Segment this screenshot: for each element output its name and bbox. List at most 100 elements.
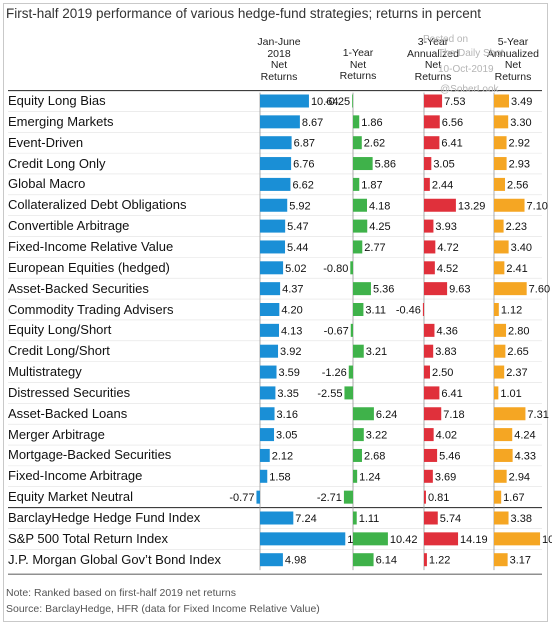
chart-source: Source: BarclayHedge, HFR (data for Fixe… — [6, 603, 320, 615]
data-label: 3.93 — [435, 221, 456, 233]
bar — [350, 323, 353, 337]
bar — [424, 553, 427, 567]
bar — [260, 94, 309, 108]
data-label: 3.59 — [279, 367, 300, 379]
bar — [424, 511, 438, 525]
bar — [353, 282, 371, 296]
bar — [494, 157, 507, 171]
bar — [424, 261, 435, 275]
data-label: -2.55 — [317, 388, 342, 400]
bar — [494, 428, 513, 442]
row-label: Multistrategy — [8, 364, 82, 380]
bar — [424, 323, 435, 337]
bar — [353, 115, 360, 129]
bar — [260, 219, 286, 233]
header-col2: 1-Year Net Returns — [339, 47, 377, 82]
data-label: 7.31 — [527, 409, 548, 421]
data-label: 7.53 — [444, 96, 465, 108]
bar — [260, 428, 275, 442]
data-label: 3.83 — [435, 346, 456, 358]
data-label: 8.67 — [302, 117, 323, 129]
data-label: 4.18 — [369, 200, 390, 212]
bar — [353, 303, 364, 316]
bar — [424, 469, 433, 483]
bar — [424, 344, 434, 358]
bar — [260, 157, 292, 171]
bar — [494, 490, 502, 504]
bar — [424, 428, 434, 442]
chart-title: First-half 2019 performance of various h… — [6, 6, 481, 21]
bar — [260, 115, 300, 129]
bar — [424, 386, 440, 400]
data-label: 1.24 — [359, 471, 380, 483]
data-label: 2.62 — [364, 138, 385, 150]
bar — [494, 303, 499, 316]
watermark-line3: 10-Oct-2019 — [438, 64, 494, 75]
bar — [494, 136, 507, 150]
data-label: 6.14 — [376, 555, 397, 567]
bar — [494, 365, 505, 379]
data-label: 6.41 — [441, 138, 462, 150]
row-label: European Equities (hedged) — [8, 259, 170, 275]
bar — [424, 448, 438, 462]
data-label: -0.67 — [324, 325, 349, 337]
data-label: 4.20 — [281, 305, 302, 317]
data-label: 4.36 — [436, 325, 457, 337]
bar — [494, 115, 509, 129]
data-label: 2.77 — [364, 242, 385, 254]
bar — [424, 240, 436, 254]
data-label: 2.37 — [506, 367, 527, 379]
data-label: 2.50 — [432, 367, 453, 379]
data-label: 4.37 — [282, 284, 303, 296]
data-label: 9.63 — [449, 284, 470, 296]
data-label: 3.11 — [365, 305, 386, 317]
watermark-line1: Posted on — [423, 34, 469, 45]
row-label: Mortgage-Backed Securities — [8, 447, 172, 463]
data-label: -0.46 — [396, 305, 421, 317]
header-col4: 5-Year Annualized Net Returns — [487, 36, 539, 83]
data-label: 3.92 — [280, 346, 301, 358]
bar — [348, 365, 353, 379]
bar — [494, 323, 507, 337]
bar — [260, 240, 286, 254]
bar — [353, 469, 358, 483]
data-label: 7.24 — [295, 513, 316, 525]
bar — [494, 553, 508, 567]
row-label: S&P 500 Total Return Index — [8, 530, 168, 546]
data-label: 7.18 — [443, 409, 464, 421]
data-label: 4.98 — [285, 555, 306, 567]
bar — [260, 344, 279, 358]
bar — [353, 553, 374, 567]
row-label: Asset-Backed Loans — [8, 405, 128, 421]
row-label: Credit Long/Short — [8, 343, 110, 359]
bar — [260, 282, 281, 296]
data-label: 3.05 — [433, 159, 454, 171]
bar — [424, 198, 456, 212]
bar — [424, 490, 426, 504]
row-label: Merger Arbitrage — [8, 426, 105, 442]
data-label: 2.68 — [364, 450, 385, 462]
data-label: 2.92 — [509, 138, 530, 150]
bar — [494, 240, 509, 254]
data-label: 4.33 — [515, 450, 536, 462]
bar — [424, 177, 430, 191]
bar — [424, 219, 434, 233]
bar — [353, 407, 374, 421]
data-label: 4.25 — [369, 221, 390, 233]
header-col1: Jan-June 2018 Net Returns — [257, 36, 301, 83]
data-label: 1.87 — [361, 179, 382, 191]
data-label: 2.80 — [508, 325, 529, 337]
bar — [494, 177, 506, 191]
data-label: 5.36 — [373, 284, 394, 296]
bar — [494, 386, 499, 400]
row-label: BarclayHedge Hedge Fund Index — [8, 510, 201, 525]
bar — [260, 323, 279, 337]
bar — [494, 344, 506, 358]
bar — [352, 94, 353, 108]
data-label: 5.46 — [439, 450, 460, 462]
row-label: Convertible Arbitrage — [8, 218, 130, 234]
data-label: 10.42 — [390, 534, 418, 546]
bar — [424, 94, 443, 108]
bar — [260, 198, 288, 212]
data-label: 6.76 — [293, 159, 314, 171]
